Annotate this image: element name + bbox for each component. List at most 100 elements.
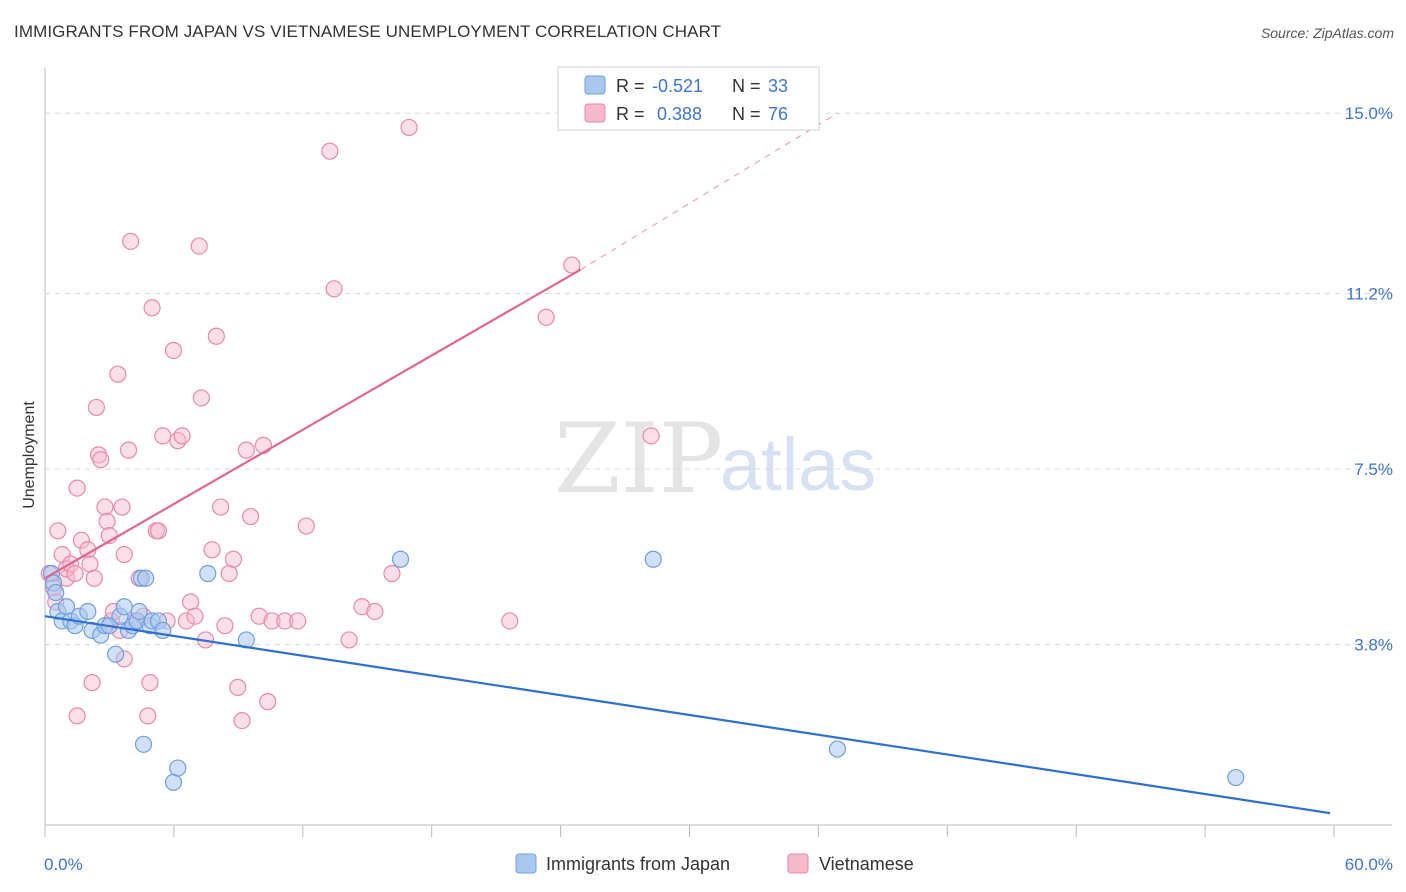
vietnamese-point-73 [83,674,101,692]
x-tick-label-max: 60.0% [1345,855,1393,874]
japan-point-34 [828,740,847,758]
legend-r-value-vietnamese: 0.388 [657,104,702,124]
vietnamese-point-66 [366,602,384,621]
source-label: Source: ZipAtlas.com [1260,25,1394,41]
vietnamese-point-59 [276,612,294,630]
vietnamese-point-3 [49,522,67,540]
japan-point-23 [134,735,153,753]
series-legend-label-japan: Immigrants from Japan [546,854,730,874]
japan-point-30 [199,564,217,583]
vietnamese-point-26 [122,232,140,250]
watermark-zip: ZIP [554,403,723,515]
vietnamese-point-58 [263,612,281,630]
correlation-legend: R = -0.521 N = 33 R = 0.388 N = 76 [557,66,820,131]
vietnamese-point-52 [233,712,251,730]
vietnamese-trend-extension [580,112,838,271]
vietnamese-point-12 [81,555,99,573]
y-tick-label-2: 11.2% [1346,285,1393,304]
vietnamese-point-33 [149,522,168,540]
vietnamese-trend-line [44,268,581,580]
vietnamese-point-55 [250,607,268,625]
japan-point-33 [644,550,662,568]
vietnamese-point-25 [119,441,138,459]
vietnamese-point-67 [383,564,401,583]
watermark-atlas: atlas [720,423,876,506]
vietnamese-point-17 [96,498,114,516]
vietnamese-point-63 [325,280,343,298]
legend-n-value-vietnamese: 76 [768,104,788,124]
japan-points [42,550,1245,791]
vietnamese-point-16 [92,451,110,469]
vietnamese-point-18 [98,512,116,530]
vietnamese-point-14 [87,398,106,417]
vietnamese-point-34 [154,427,172,445]
y-tick-labels: 3.8% 7.5% 11.2% 15.0% [1345,104,1393,654]
vietnamese-point-41 [186,607,204,625]
vietnamese-point-45 [203,541,221,559]
vietnamese-point-70 [537,308,555,326]
vietnamese-point-68 [400,118,418,137]
vietnamese-point-9 [68,479,86,497]
japan-point-35 [1227,768,1245,787]
japan-point-32 [391,550,410,568]
vietnamese-point-50 [224,550,243,568]
japan-point-22 [130,602,148,621]
vietnamese-point-36 [164,341,183,360]
grid-lines [45,112,1392,646]
series-legend-swatch-vietnamese [787,853,809,874]
series-legend-swatch-japan [515,853,537,874]
legend-n-label-japan: N = [732,76,761,96]
vietnamese-point-8 [66,564,84,583]
chart-title: IMMIGRANTS FROM JAPAN VS VIETNAMESE UNEM… [14,22,722,41]
vietnamese-point-72 [642,427,660,445]
vietnamese-point-30 [139,707,157,725]
vietnamese-point-54 [242,507,260,526]
japan-point-2 [47,583,65,602]
japan-point-28 [164,773,183,791]
y-axis-label: Unemployment [21,401,38,509]
vietnamese-point-69 [501,612,519,630]
vietnamese-point-24 [115,545,133,564]
y-tick-label-1: 7.5% [1354,460,1393,479]
japan-point-16 [115,598,133,616]
japan-point-9 [79,602,97,621]
legend-r-value-japan: -0.521 [652,76,703,96]
japan-point-29 [169,759,187,777]
vietnamese-point-13 [85,569,103,587]
vietnamese-point-49 [220,564,238,583]
vietnamese-point-57 [259,693,277,711]
legend-swatch-vietnamese [584,103,606,123]
y-tick-label-0: 3.8% [1354,636,1393,655]
vietnamese-point-65 [353,598,371,616]
vietnamese-point-71 [563,256,581,274]
vietnamese-point-39 [177,612,195,630]
vietnamese-point-40 [182,593,200,611]
japan-point-14 [107,645,125,663]
series-legend: Immigrants from Japan Vietnamese [515,853,914,874]
japan-trend-line [44,615,1331,815]
vietnamese-point-53 [237,441,255,459]
vietnamese-point-47 [212,498,230,516]
vietnamese-point-42 [190,237,208,255]
axes [44,68,1392,837]
vietnamese-point-75 [141,674,159,692]
vietnamese-point-31 [143,299,161,317]
vietnamese-point-23 [113,498,131,516]
vietnamese-point-10 [72,531,91,549]
legend-r-label-japan: R = [616,76,645,96]
trend-lines [44,112,1331,815]
x-tick-labels: 0.0% 60.0% [44,855,1393,874]
x-tick-label-min: 0.0% [44,855,83,874]
japan-point-21 [137,569,155,587]
vietnamese-point-77 [68,707,86,725]
vietnamese-point-48 [216,617,234,635]
vietnamese-point-38 [173,427,191,445]
vietnamese-point-60 [297,517,315,535]
vietnamese-point-22 [109,365,127,383]
vietnamese-point-56 [254,436,273,454]
legend-n-value-japan: 33 [768,76,788,96]
vietnamese-point-43 [192,389,210,407]
y-tick-label-3: 15.0% [1345,104,1393,123]
vietnamese-point-46 [207,327,225,345]
